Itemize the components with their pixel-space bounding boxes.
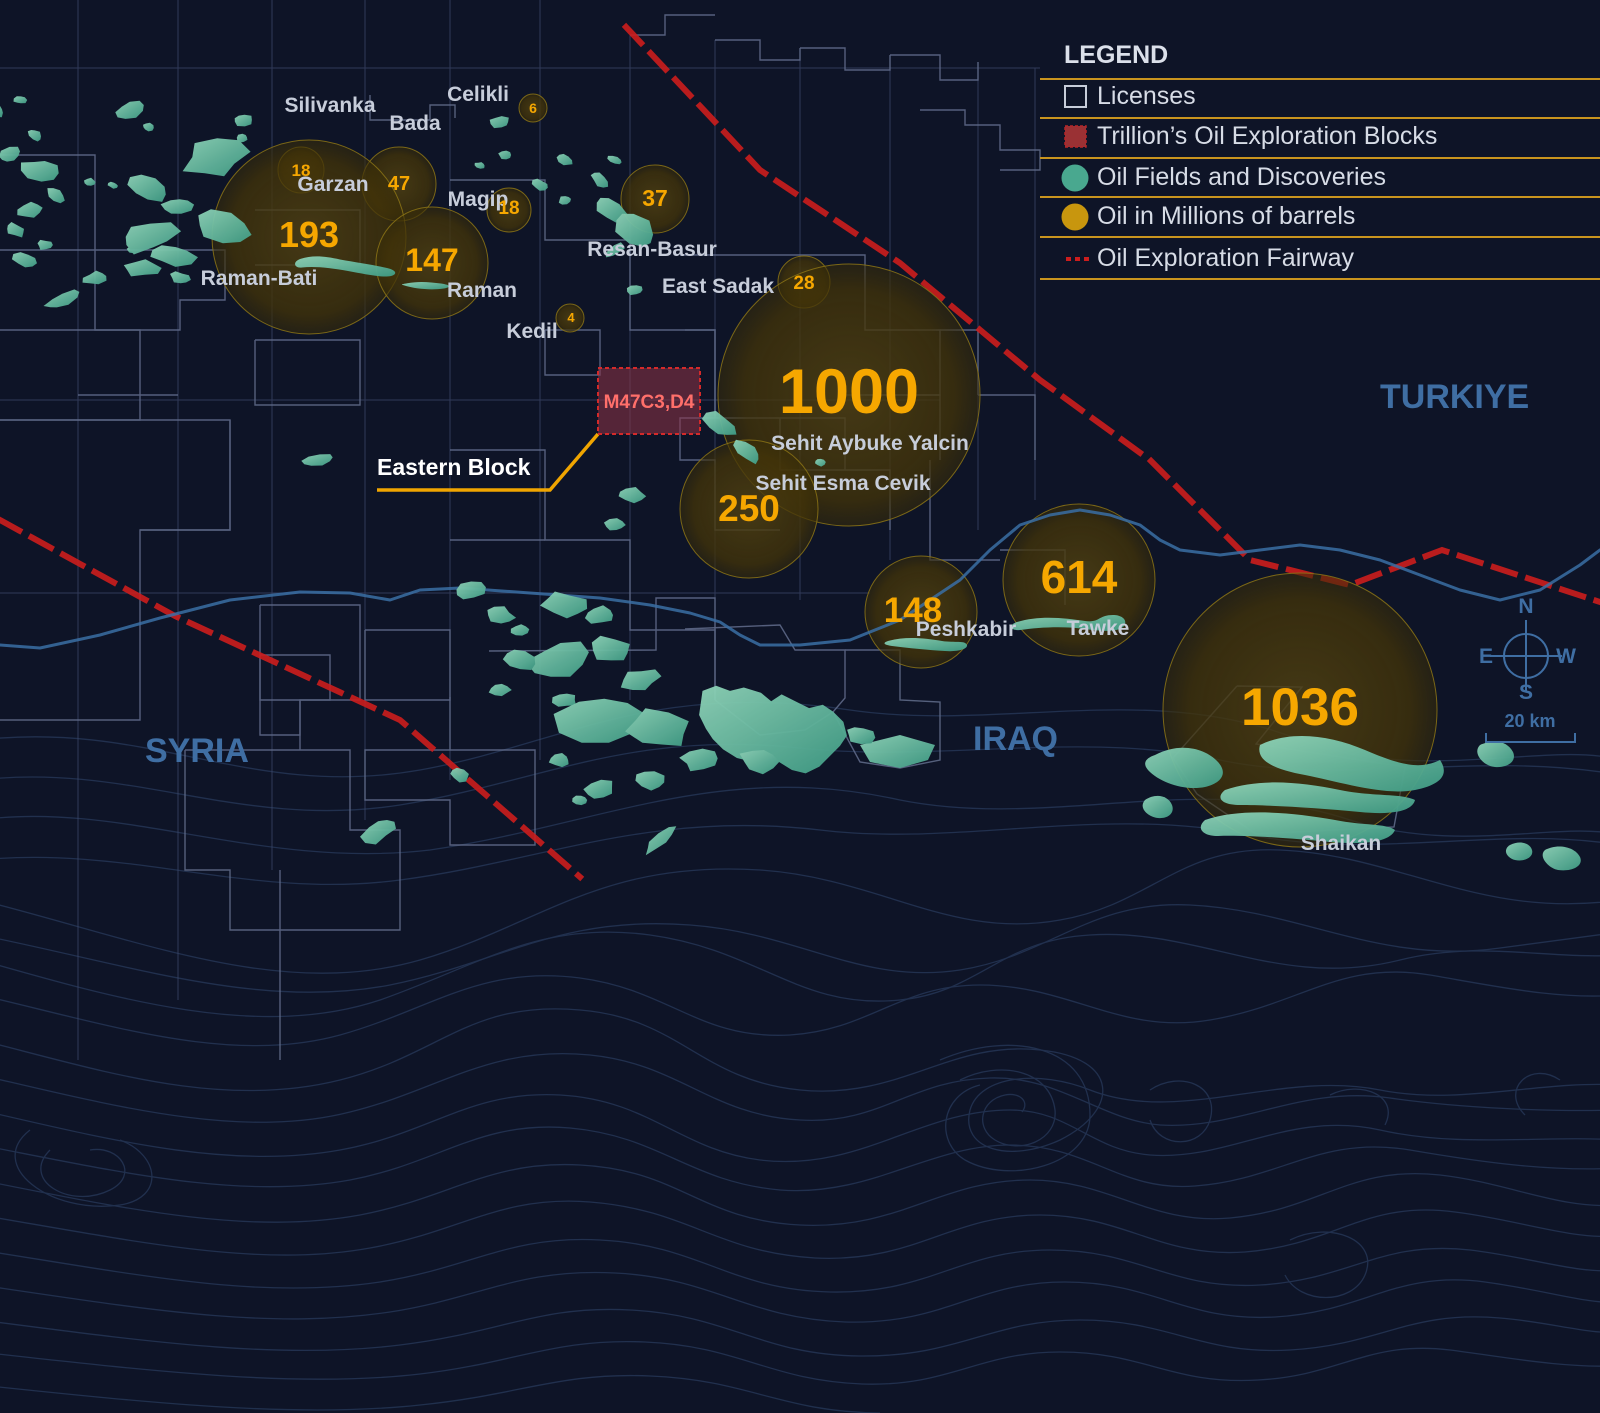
svg-text:SYRIA: SYRIA — [145, 732, 249, 770]
svg-text:Oil Exploration Fairway: Oil Exploration Fairway — [1097, 244, 1355, 272]
svg-text:20 km: 20 km — [1504, 711, 1555, 731]
svg-text:TURKIYE: TURKIYE — [1380, 378, 1529, 416]
svg-text:S: S — [1519, 681, 1533, 704]
svg-text:47: 47 — [388, 173, 410, 195]
svg-text:250: 250 — [718, 488, 780, 529]
svg-text:Shaikan: Shaikan — [1301, 832, 1382, 855]
svg-text:Resan-Basur: Resan-Basur — [587, 238, 717, 261]
svg-text:28: 28 — [793, 273, 814, 294]
svg-text:1036: 1036 — [1241, 678, 1359, 737]
svg-text:4: 4 — [567, 310, 575, 325]
svg-text:Trillion’s Oil Exploration Blo: Trillion’s Oil Exploration Blocks — [1097, 122, 1437, 150]
svg-text:Eastern Block: Eastern Block — [377, 454, 531, 480]
svg-text:Sehit Esma Cevik: Sehit Esma Cevik — [755, 472, 930, 495]
svg-text:M47C3,D4: M47C3,D4 — [604, 392, 695, 413]
svg-text:18: 18 — [498, 198, 519, 219]
svg-text:Sehit Aybuke Yalcin: Sehit Aybuke Yalcin — [771, 432, 969, 455]
svg-text:6: 6 — [529, 100, 537, 116]
svg-text:193: 193 — [279, 214, 339, 255]
svg-text:Bada: Bada — [389, 112, 441, 135]
svg-text:Silivanka: Silivanka — [284, 94, 375, 117]
svg-text:N: N — [1518, 595, 1533, 618]
svg-text:East Sadak: East Sadak — [662, 275, 774, 298]
svg-text:Oil in Millions of barrels: Oil in Millions of barrels — [1097, 202, 1355, 230]
svg-text:LEGEND: LEGEND — [1064, 41, 1168, 69]
svg-text:1000: 1000 — [779, 357, 919, 427]
svg-text:Kedil: Kedil — [506, 320, 557, 343]
svg-text:37: 37 — [642, 185, 668, 211]
svg-text:Celikli: Celikli — [447, 83, 509, 106]
svg-text:Tawke: Tawke — [1067, 617, 1130, 640]
svg-text:E: E — [1479, 645, 1493, 668]
svg-text:IRAQ: IRAQ — [973, 720, 1058, 758]
svg-text:Licenses: Licenses — [1097, 82, 1196, 110]
svg-text:148: 148 — [884, 591, 942, 630]
svg-text:Oil Fields and Discoveries: Oil Fields and Discoveries — [1097, 163, 1386, 191]
svg-text:Raman-Bati: Raman-Bati — [201, 267, 318, 290]
svg-text:614: 614 — [1041, 551, 1118, 603]
svg-text:147: 147 — [405, 242, 458, 278]
svg-text:18: 18 — [292, 161, 311, 180]
svg-text:Raman: Raman — [447, 279, 517, 302]
svg-text:W: W — [1556, 645, 1576, 668]
